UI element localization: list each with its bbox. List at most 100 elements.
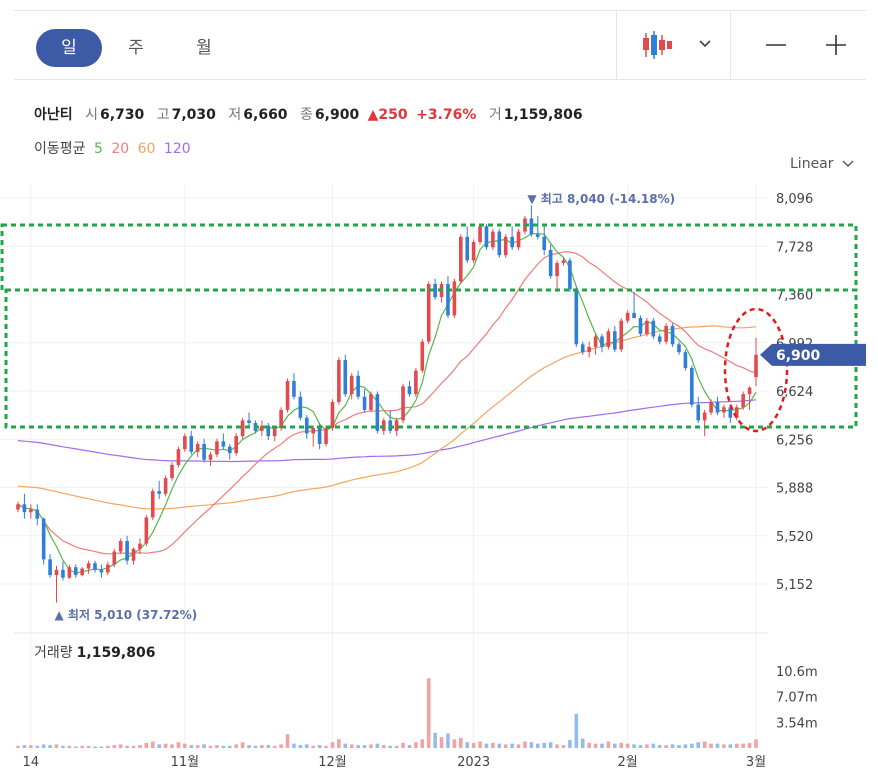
volume-bar <box>587 742 591 748</box>
candlestick-icon[interactable] <box>640 29 672 61</box>
candle-body <box>54 569 59 576</box>
candle <box>112 548 117 568</box>
volume-bar <box>664 745 668 748</box>
volume-bar <box>86 745 91 748</box>
candle <box>311 425 315 447</box>
tab-monthly[interactable]: 월 <box>196 38 212 58</box>
candle-body <box>298 396 303 418</box>
candle <box>394 417 399 437</box>
ma-5-label: 5 <box>93 141 103 157</box>
candle-body <box>709 402 713 413</box>
volume-bar <box>722 744 726 748</box>
candle <box>375 391 380 434</box>
tab-weekly[interactable]: 주 <box>128 38 144 58</box>
tab-daily[interactable]: 일 <box>36 29 102 67</box>
close-label: 종 <box>300 107 313 123</box>
candle <box>491 228 495 250</box>
ma-20-line <box>17 251 757 555</box>
candle-body <box>73 567 78 576</box>
volume-bar <box>503 744 508 748</box>
volume-tick-label: 7.07m <box>776 691 818 706</box>
volume-bar <box>754 739 758 748</box>
volume-bar <box>465 742 470 748</box>
volume-bar <box>349 744 354 748</box>
candle-body <box>304 417 309 434</box>
volume-bar <box>600 743 604 748</box>
chevron-down-icon[interactable] <box>698 37 712 51</box>
candle-body <box>29 509 33 513</box>
candle-body <box>747 387 752 395</box>
volume-bar <box>651 743 656 748</box>
volume-bar <box>433 732 437 748</box>
candle <box>426 281 431 345</box>
volume-bar <box>381 745 386 748</box>
candle <box>677 341 681 355</box>
volume-bar <box>471 742 476 748</box>
candle-body <box>670 325 675 345</box>
candle-body <box>574 289 579 345</box>
candle-body <box>645 320 649 334</box>
volume-bar <box>407 745 412 748</box>
candle-body <box>349 375 354 395</box>
candle <box>555 260 559 292</box>
volume-bar <box>272 745 277 748</box>
candle <box>343 354 348 397</box>
zoom-out-icon[interactable] <box>764 35 788 55</box>
candle-body <box>600 336 604 347</box>
candle <box>664 323 668 345</box>
candle-body <box>459 236 463 282</box>
candle <box>741 391 745 410</box>
candle-body <box>106 564 110 573</box>
candle-body <box>99 569 104 573</box>
candle-body <box>163 478 168 494</box>
time-tick-label: 14 <box>23 755 40 770</box>
candle-body <box>548 249 553 277</box>
candle <box>452 278 457 319</box>
chevron-down-icon <box>842 160 854 167</box>
volume-bar <box>202 744 206 748</box>
volume-label: 거 <box>488 107 502 123</box>
candle <box>35 504 40 526</box>
volume-bar <box>41 744 46 748</box>
candle-body <box>446 284 450 316</box>
candle-body <box>80 568 84 576</box>
candle-body <box>221 441 226 447</box>
candle-body <box>35 509 40 519</box>
candle <box>170 462 174 481</box>
candle-body <box>202 443 206 460</box>
volume-bar <box>54 744 59 748</box>
volume-bar <box>343 743 348 748</box>
change-percent: +3.76% <box>416 107 477 123</box>
volume-bar <box>683 744 688 748</box>
candle-body <box>465 236 470 261</box>
volume-bar <box>523 741 527 748</box>
candle <box>542 226 547 256</box>
moving-average-legend[interactable]: 이동평균 5 20 60 120 <box>34 138 191 158</box>
candle-body <box>112 551 117 565</box>
candle-body <box>67 567 72 578</box>
zoom-in-icon[interactable] <box>824 33 848 57</box>
volume-bar <box>702 741 707 748</box>
close-value: 6,900 <box>314 107 360 123</box>
high-annotation: ▼ 최고 8,040 (-14.18%) <box>527 191 675 206</box>
candle <box>709 399 713 416</box>
candle-body <box>118 540 123 552</box>
volume-bar <box>561 745 566 748</box>
volume-value: 1,159,806 <box>503 107 583 123</box>
candle-body <box>728 407 733 418</box>
volume-bar <box>208 745 213 748</box>
volume-bar <box>638 745 643 748</box>
volume-bar <box>253 745 258 748</box>
candle-body <box>510 236 514 248</box>
ma-120-line <box>17 399 757 463</box>
candle-body <box>414 370 418 395</box>
scale-selector[interactable]: Linear <box>790 156 854 172</box>
volume-bar <box>304 744 309 748</box>
candle <box>625 310 630 324</box>
volume-bar <box>215 745 219 748</box>
candle <box>638 315 643 337</box>
volume-bar <box>484 743 489 748</box>
candle-body <box>394 420 399 431</box>
volume-bar <box>80 745 84 748</box>
